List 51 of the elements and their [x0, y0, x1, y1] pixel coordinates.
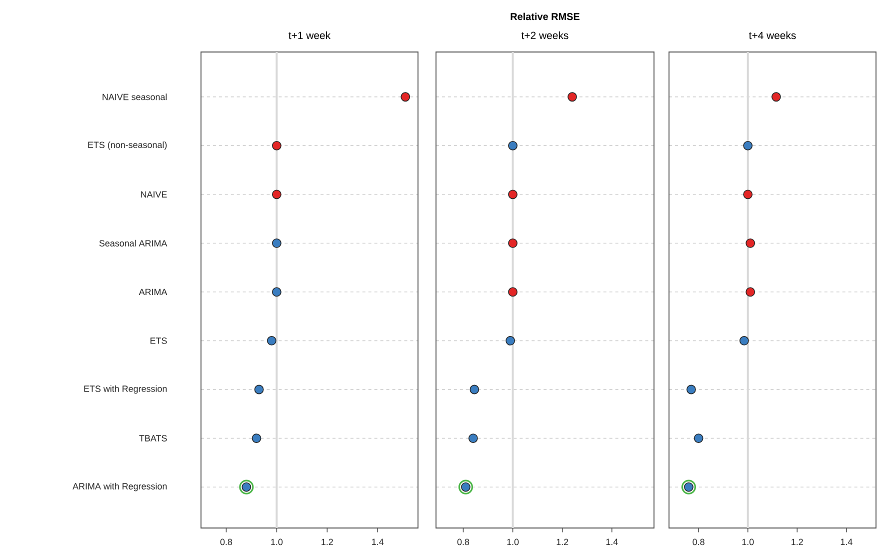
y-tick-label: NAIVE [141, 191, 167, 198]
x-tick-label: 1.2 [792, 538, 803, 546]
y-tick-label: ARIMA [138, 288, 168, 296]
point [772, 92, 781, 102]
x-tick-label: 1.0 [271, 538, 283, 546]
x-tick-label: 1.0 [507, 538, 519, 546]
point [468, 434, 478, 443]
point [681, 480, 696, 494]
y-tick-label: ETS [150, 338, 167, 344]
x-tick-label: 0.8 [220, 538, 232, 546]
x-tick-label: 1.2 [556, 538, 568, 546]
point [458, 480, 474, 494]
y-tick-label: TBATS [139, 435, 167, 442]
point [272, 238, 282, 248]
point [743, 140, 753, 150]
x-tick-label: 1.0 [742, 538, 754, 546]
y-tick-label: ARIMA with Regression [72, 482, 167, 492]
y-tick-label: ETS with Regression [84, 385, 167, 394]
point [266, 336, 276, 346]
point [254, 384, 264, 394]
point [272, 287, 282, 297]
point [686, 384, 696, 394]
point [508, 238, 518, 248]
chart-subtitle: t+2 weeks [521, 31, 568, 40]
point [746, 238, 756, 248]
point [739, 336, 749, 346]
chart-title: t+1 week [288, 31, 331, 40]
y-tick-label: Seasonal ARIMA [99, 240, 168, 246]
point [508, 287, 518, 297]
y-tick-label: NAIVE seasonal [102, 94, 167, 100]
point [568, 92, 577, 102]
x-tick-label: 1.4 [840, 538, 852, 545]
x-tick-label: 1.2 [322, 538, 333, 546]
point [746, 287, 756, 297]
point [694, 434, 704, 443]
x-tick-label: 1.4 [606, 538, 618, 545]
point [272, 190, 282, 200]
point [252, 434, 262, 443]
chart-title: Relative RMSE [510, 12, 580, 20]
x-tick-label: 0.8 [692, 538, 704, 546]
point [470, 384, 480, 394]
point [506, 336, 516, 346]
point [508, 190, 518, 200]
y-tick-label: ETS (non-seasonal) [88, 141, 167, 150]
point [400, 92, 410, 102]
point [272, 140, 282, 150]
chart-title: t+4 weeks [748, 31, 796, 40]
x-tick-label: 0.8 [457, 538, 470, 546]
x-tick-label: 1.4 [372, 538, 384, 545]
point [508, 140, 518, 150]
point [743, 190, 753, 200]
